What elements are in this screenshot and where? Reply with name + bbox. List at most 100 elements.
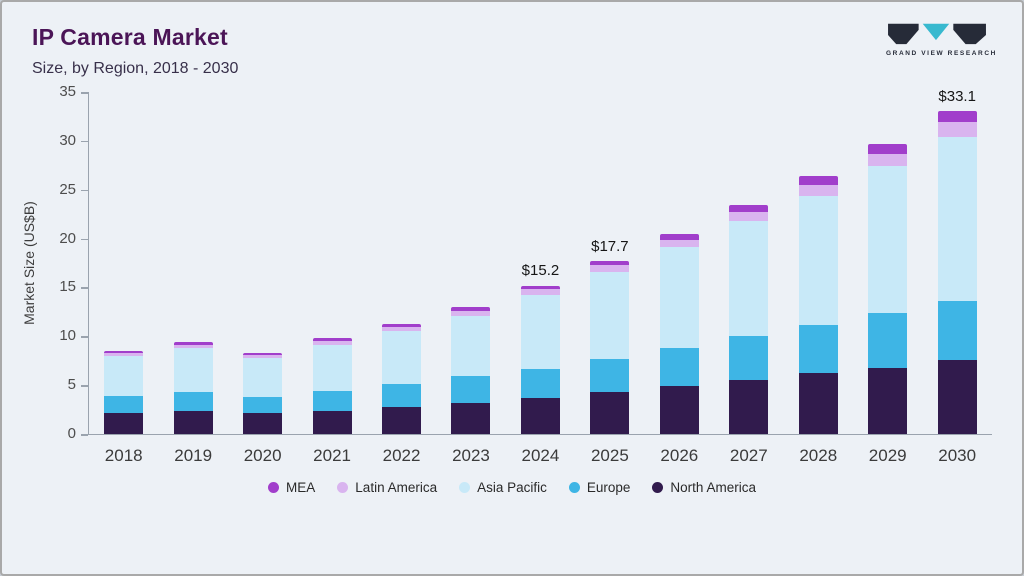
bar-segment-europe (659, 348, 699, 387)
bar-segment-north-america (104, 412, 144, 434)
bar-segment-asia-pacific (868, 166, 908, 313)
legend-label: North America (670, 480, 756, 495)
bar-segment-latin-america (659, 239, 699, 248)
header: IP Camera Market Size, by Region, 2018 -… (2, 2, 1022, 78)
bar-segment-europe (590, 358, 630, 392)
bar-column-2029: 2029 (868, 92, 908, 465)
y-tick-label: 10 (59, 327, 88, 345)
bar-segment-mea (937, 110, 977, 123)
bar-segment-europe (520, 368, 560, 398)
bar-segment-asia-pacific (104, 355, 144, 396)
logo-text: GRAND VIEW RESEARCH (886, 50, 997, 57)
bar-value-label: $17.7 (591, 238, 629, 256)
y-tick-label: 35 (59, 83, 88, 100)
y-axis-title: Market Size (US$B) (21, 201, 37, 325)
bar-segment-asia-pacific (659, 247, 699, 349)
bar-segment-latin-america (590, 264, 630, 272)
bar-segment-latin-america (937, 122, 977, 137)
bar-column-2023: 2023 (451, 92, 491, 465)
x-tick-label: 2027 (729, 446, 768, 465)
bar-column-2026: 2026 (659, 92, 699, 465)
y-tick-label: 0 (67, 425, 89, 442)
bar-segment-asia-pacific (243, 357, 283, 397)
bar-segment-latin-america (868, 153, 908, 167)
legend-label: Europe (586, 480, 631, 495)
legend-item-mea: MEA (268, 480, 315, 495)
bar-column-2018: 2018 (104, 92, 144, 465)
bar-segment-mea (451, 307, 491, 311)
x-tick-label: 2025 (590, 446, 629, 465)
bar-segment-asia-pacific (173, 348, 213, 392)
page-subtitle: Size, by Region, 2018 - 2030 (32, 60, 239, 77)
bar-segment-latin-america (243, 354, 283, 358)
legend-dot (459, 482, 471, 493)
bar-segment-mea (382, 323, 422, 327)
gvr-logo-icon (888, 23, 986, 45)
bar-segment-europe (382, 384, 422, 407)
legend-label: Latin America (355, 480, 438, 495)
bar-segment-latin-america (798, 184, 838, 196)
bar-segment-mea (729, 205, 769, 213)
bar-segment-north-america (659, 386, 699, 434)
bar-segment-latin-america (173, 344, 213, 349)
legend-dot (652, 482, 664, 493)
bar-segment-mea (798, 176, 838, 185)
bar-segment-asia-pacific (382, 331, 422, 385)
bar-segment-europe (729, 336, 769, 381)
legend-item-asia-pacific: Asia Pacific (459, 480, 547, 495)
bar-column-2024: $15.2 2024 (520, 92, 560, 465)
y-axis: 0 5 10 15 20 25 30 35 (42, 83, 89, 442)
y-tick-label: 20 (59, 229, 88, 247)
legend-dot (337, 482, 349, 493)
bar-segment-mea (243, 352, 283, 355)
bar-segment-north-america (451, 402, 491, 434)
bar-segment-latin-america (312, 341, 352, 346)
bar-segment-north-america (312, 410, 352, 434)
page-title: IP Camera Market (32, 24, 228, 50)
legend-item-north-america: North America (652, 480, 756, 495)
bar-segment-mea (659, 233, 699, 240)
legend-label: MEA (286, 480, 316, 495)
x-tick-label: 2026 (660, 446, 699, 465)
bar-segment-latin-america (520, 289, 560, 296)
x-tick-label: 2029 (868, 446, 907, 465)
bar-segment-north-america (382, 406, 422, 434)
bar-segment-europe (937, 301, 977, 360)
bar-column-2028: 2028 (798, 92, 838, 465)
bar-segment-mea (520, 285, 560, 290)
bar-segment-europe (868, 312, 908, 368)
bar-segment-europe (798, 324, 838, 374)
y-tick-label: 25 (59, 180, 88, 198)
bar-segment-europe (104, 395, 144, 413)
bar-segment-mea (868, 143, 908, 154)
x-tick-label: 2024 (521, 446, 560, 465)
bar-segment-latin-america (382, 326, 422, 332)
x-tick-label: 2022 (382, 446, 421, 465)
legend-label: Asia Pacific (477, 480, 547, 495)
bar-segment-latin-america (729, 212, 769, 221)
bar-value-label: $33.1 (938, 87, 976, 105)
bar-segment-north-america (243, 413, 283, 434)
bar-segment-north-america (868, 367, 908, 434)
x-tick-label: 2019 (174, 446, 213, 465)
x-tick-label: 2023 (452, 446, 490, 465)
bar-segment-north-america (520, 397, 560, 434)
bar-segment-europe (173, 392, 213, 411)
x-tick-label: 2021 (313, 446, 351, 465)
legend-item-europe: Europe (568, 480, 631, 495)
x-tick-label: 2028 (799, 446, 838, 465)
bar-segment-asia-pacific (312, 345, 352, 392)
bar-segment-north-america (937, 359, 977, 434)
bar-segment-mea (312, 338, 352, 342)
x-tick-label: 2030 (938, 446, 977, 465)
legend: MEA Latin America Asia Pacific Europe North … (2, 480, 1022, 495)
legend-item-latin-america: Latin America (337, 480, 437, 495)
bar-segment-mea (590, 261, 630, 265)
bar-segment-north-america (729, 380, 769, 434)
bar-segment-asia-pacific (937, 136, 977, 302)
bar-column-2030: $33.1 2030 (937, 88, 977, 465)
y-axis-title-wrap: Market Size (US$B) (16, 92, 42, 434)
bar-segment-mea (104, 350, 144, 353)
bar-segment-north-america (590, 391, 630, 434)
